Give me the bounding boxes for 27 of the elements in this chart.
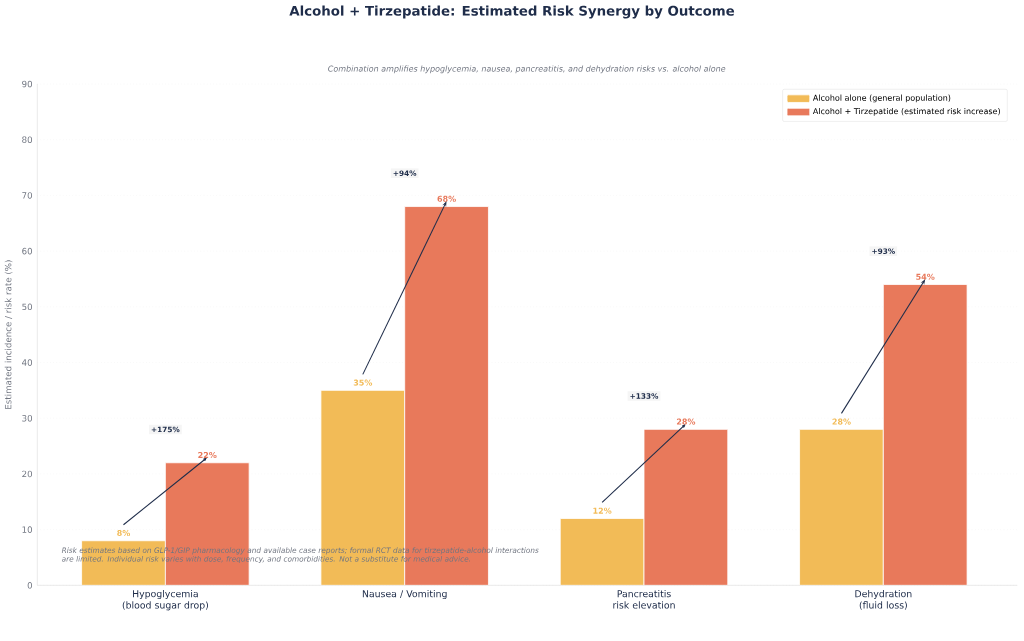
x-tick-label: Dehydration (fluid loss) [855, 589, 912, 610]
data-label: 22% [198, 451, 217, 458]
y-tick-label: 30 [22, 414, 33, 422]
data-label: 12% [593, 507, 612, 514]
x-tick-label: Hypoglycemia (blood sugar drop) [122, 589, 208, 611]
data-label: 28% [832, 418, 851, 425]
legend-label: Alcohol + Tirzepatide (estimated risk increase) [812, 107, 1000, 116]
data-label: 68% [437, 195, 456, 202]
y-tick-label: 20 [22, 470, 33, 478]
y-axis-title: Estimated incidence / risk rate (%) [4, 260, 13, 409]
y-tick-label: 60 [22, 247, 33, 255]
y-tick-label: 70 [22, 191, 33, 199]
data-label: 54% [916, 273, 935, 280]
data-label: 35% [353, 379, 373, 386]
legend-label: Alcohol alone (general population) [812, 94, 951, 103]
y-tick-label: 10 [22, 526, 33, 533]
y-tick-label: 0 [27, 581, 33, 589]
chart-subtitle: Combination amplifies hypoglycemia, nausea, pancreatitis, and dehydration risks vs. alcohol alone [328, 65, 726, 74]
chart-title: Alcohol + Tirzepatide: Estimated Risk Synergy by Outcome [289, 5, 735, 19]
y-tick-label: 40 [22, 359, 33, 366]
data-label: 28% [676, 418, 696, 425]
x-tick-label: Nausea / Vomiting [362, 589, 447, 599]
x-tick-label: Pancreatitis risk elevation [613, 589, 675, 609]
y-tick-label: 80 [22, 136, 33, 143]
y-tick-label: 90 [22, 80, 33, 88]
y-tick-label: 50 [22, 303, 33, 310]
data-label: 8% [117, 529, 131, 536]
